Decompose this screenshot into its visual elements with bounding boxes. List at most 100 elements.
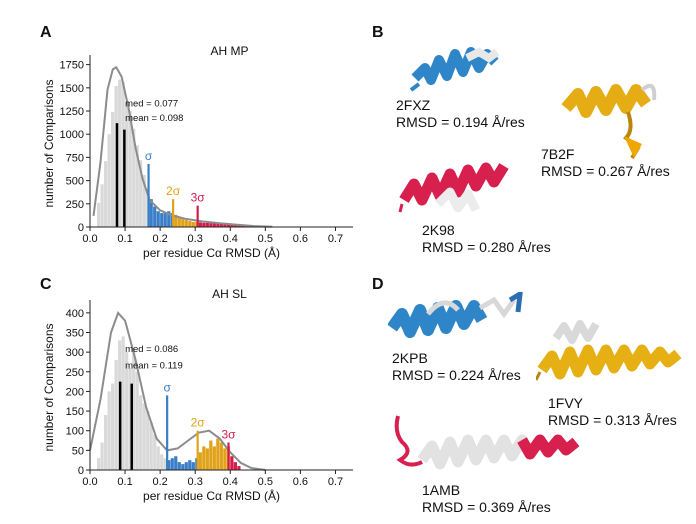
sigma-label-3: 3σ xyxy=(221,428,236,442)
histogram-bar xyxy=(149,422,153,470)
histogram-bar xyxy=(177,462,181,470)
x-tick-label: 0.5 xyxy=(258,476,273,488)
chart-group-0: σ 2σ 3σ med = 0.077 mean = 0.098 0.0 0.1 0.2 0.3… xyxy=(42,44,353,260)
sigma-label-3: 3σ xyxy=(191,191,206,205)
histogram-bar xyxy=(174,214,178,227)
histogram-bar xyxy=(233,462,237,470)
histogram-bar xyxy=(163,212,167,227)
protein-ribbon-7b2f xyxy=(561,83,657,160)
histogram-bar xyxy=(111,383,115,470)
x-tick-label: 0.6 xyxy=(293,233,308,245)
histogram-bar xyxy=(202,446,206,470)
structure-rmsd: RMSD = 0.194 Å/res xyxy=(396,114,525,130)
histogram-bar xyxy=(163,458,167,470)
histogram-bar xyxy=(202,222,206,227)
histogram-bar xyxy=(251,225,255,227)
y-tick-label: 500 xyxy=(66,176,84,188)
histogram-bar xyxy=(181,218,185,227)
histogram-bar xyxy=(209,223,213,227)
structure-label-2fxz: 2FXZ RMSD = 0.194 Å/res xyxy=(396,97,525,131)
chart-group-1: σ 2σ 3σ med = 0.086 mean = 0.119 0.0 0.1 0.2 0.3… xyxy=(42,287,353,503)
x-tick-label: 0.5 xyxy=(258,233,273,245)
structure-id: 7B2F xyxy=(541,146,575,162)
structure-label-1fvy: 1FVY RMSD = 0.313 Å/res xyxy=(548,395,677,429)
protein-ribbon-2kpb xyxy=(388,292,523,338)
median-annotation: med = 0.077 xyxy=(125,98,178,109)
y-tick-label: 250 xyxy=(66,199,84,211)
y-tick-label: 150 xyxy=(66,406,84,418)
y-tick-label: 400 xyxy=(66,308,84,320)
x-axis-label: per residue Cα RMSD (Å) xyxy=(143,245,280,260)
histogram-bar xyxy=(216,438,220,470)
chart-title: AH SL xyxy=(212,287,247,301)
histogram-bar xyxy=(135,371,139,470)
median-annotation: med = 0.086 xyxy=(125,344,178,355)
histogram-bar xyxy=(247,225,252,227)
histogram-bar xyxy=(195,221,199,227)
histogram-bar xyxy=(191,462,195,470)
y-tick-label: 300 xyxy=(66,347,84,359)
histogram-bar xyxy=(128,367,132,470)
protein-ribbon-2fxz xyxy=(409,47,500,92)
x-tick-label: 0.4 xyxy=(223,233,238,245)
y-tick-label: 1750 xyxy=(60,60,84,72)
x-tick-label: 0.0 xyxy=(82,476,97,488)
histogram-bar xyxy=(114,85,118,227)
sigma-label-2: 2σ xyxy=(166,184,181,198)
histogram-bar xyxy=(114,360,118,470)
histogram-bar xyxy=(212,446,216,470)
histogram-bar xyxy=(104,161,108,227)
histogram-bar xyxy=(198,222,202,227)
histogram-bar xyxy=(219,223,223,227)
panel-letter-d: D xyxy=(372,276,384,293)
y-tick-label: 50 xyxy=(72,445,84,457)
histogram-bar xyxy=(132,128,136,227)
histogram-bar xyxy=(121,336,125,470)
y-axis-label: number of Comparisons xyxy=(42,323,56,451)
y-tick-label: 1000 xyxy=(60,129,84,141)
histogram-bar xyxy=(254,225,259,227)
histogram-bar xyxy=(223,224,227,227)
histogram-bar xyxy=(118,340,122,470)
structure-label-1amb: 1AMB RMSD = 0.369 Å/res xyxy=(422,482,551,516)
histogram-bar xyxy=(118,79,122,227)
histogram-bar xyxy=(128,111,132,227)
histogram-bar xyxy=(156,446,160,470)
histogram-bar xyxy=(142,403,146,470)
x-tick-label: 0.0 xyxy=(82,233,97,245)
x-tick-label: 0.6 xyxy=(293,476,308,488)
histogram-bar xyxy=(184,220,188,227)
histogram-bar xyxy=(205,222,209,227)
histogram-bar xyxy=(240,224,244,227)
histogram-bar xyxy=(209,440,213,470)
histogram-bar xyxy=(233,224,237,227)
sigma-label-1: σ xyxy=(163,380,171,394)
histogram-bar xyxy=(167,460,171,470)
y-tick-label: 350 xyxy=(66,328,84,340)
y-axis-label: number of Comparisons xyxy=(42,79,56,207)
structure-label-7b2f: 7B2F RMSD = 0.267 Å/res xyxy=(541,146,670,180)
y-tick-label: 0 xyxy=(78,222,84,234)
y-tick-label: 1250 xyxy=(60,106,84,118)
histogram-bar xyxy=(100,442,104,470)
histogram-bar xyxy=(132,352,136,470)
histogram-bar xyxy=(97,458,101,470)
sigma-label-2: 2σ xyxy=(191,416,206,430)
histogram-bar xyxy=(107,391,111,470)
x-tick-label: 0.7 xyxy=(328,233,343,245)
structure-id: 2K98 xyxy=(422,222,455,238)
histogram-bar xyxy=(135,145,139,227)
histogram-bar xyxy=(184,462,188,470)
histogram-bar xyxy=(121,82,125,228)
protein-ribbon-2k98 xyxy=(398,162,509,213)
structure-label-2kpb: 2KPB RMSD = 0.224 Å/res xyxy=(392,350,521,384)
structure-rmsd: RMSD = 0.313 Å/res xyxy=(548,412,677,428)
histogram-bar xyxy=(188,220,192,227)
histogram-bar xyxy=(153,434,157,470)
protein-ribbon-1fvy xyxy=(536,320,682,381)
histogram-bar xyxy=(156,211,160,227)
histogram-bar xyxy=(142,175,146,227)
histogram-bar xyxy=(226,224,230,227)
structure-rmsd: RMSD = 0.267 Å/res xyxy=(541,163,670,179)
x-tick-label: 0.3 xyxy=(188,476,203,488)
